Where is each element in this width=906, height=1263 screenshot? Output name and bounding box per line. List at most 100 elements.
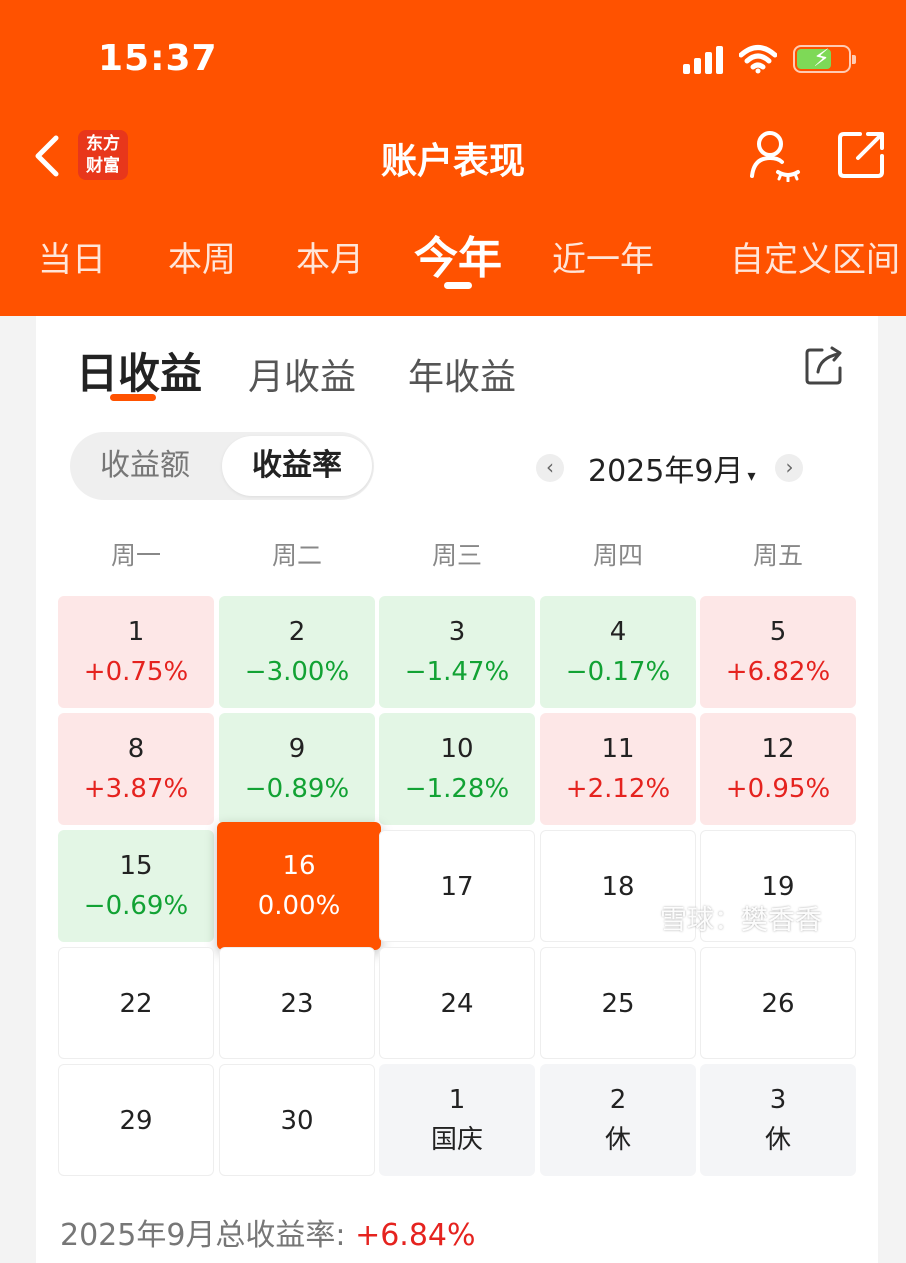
toggle-rate[interactable]: 收益率 bbox=[222, 436, 372, 496]
sub-tab-indicator bbox=[110, 394, 156, 401]
calendar-day[interactable]: 17 bbox=[379, 830, 535, 942]
day-return: −3.00% bbox=[244, 657, 350, 687]
day-number: 30 bbox=[280, 1106, 314, 1136]
weekday-header: 周一 周二 周三 周四 周五 bbox=[58, 536, 858, 576]
calendar-day[interactable]: 26 bbox=[700, 947, 856, 1059]
day-number: 11 bbox=[601, 734, 635, 764]
active-tab-indicator bbox=[444, 282, 472, 289]
day-number: 23 bbox=[280, 989, 314, 1019]
weekday-label: 周四 bbox=[592, 541, 643, 570]
day-return: 0.00% bbox=[257, 891, 341, 921]
tab-this-year[interactable]: 今年 bbox=[414, 233, 502, 284]
day-number: 25 bbox=[601, 989, 635, 1019]
month-dropdown[interactable]: 2025年9月 ▾ bbox=[588, 446, 755, 490]
total-label: 2025年9月总收益率: bbox=[60, 1218, 356, 1253]
tab-yearly-return[interactable]: 年收益 bbox=[408, 357, 517, 398]
day-return: −0.69% bbox=[83, 891, 189, 921]
tab-this-week[interactable]: 本周 bbox=[168, 240, 236, 280]
brand-logo: 东方 财富 bbox=[78, 130, 128, 180]
calendar-day[interactable]: 23 bbox=[219, 947, 375, 1059]
back-icon[interactable] bbox=[28, 132, 68, 180]
day-number: 2 bbox=[288, 617, 306, 647]
calendar-day[interactable]: 10 −1.28% bbox=[379, 713, 535, 825]
day-number: 2 bbox=[609, 1085, 627, 1115]
day-return: −0.89% bbox=[244, 774, 350, 804]
calendar-day[interactable]: 3 −1.47% bbox=[379, 596, 535, 708]
holiday-label: 休 bbox=[764, 1125, 791, 1155]
month-selector: ‹ 2025年9月 ▾ › bbox=[536, 446, 804, 490]
returns-card: 日收益 月收益 年收益 收益额 收益率 ‹ 2025年9月 ▾ › 周一 周二 周… bbox=[36, 316, 878, 1263]
calendar-day[interactable]: 11 +2.12% bbox=[540, 713, 696, 825]
share-icon[interactable] bbox=[836, 128, 888, 180]
weekday-label: 周五 bbox=[752, 541, 803, 570]
day-number: 19 bbox=[761, 872, 795, 902]
day-number: 22 bbox=[119, 989, 153, 1019]
day-return: −1.47% bbox=[404, 657, 510, 687]
calendar-day[interactable]: 12 +0.95% bbox=[700, 713, 856, 825]
day-return: +3.87% bbox=[83, 774, 189, 804]
user-icon[interactable] bbox=[748, 128, 802, 182]
battery-icon: ⚡ bbox=[793, 44, 856, 73]
wifi-icon bbox=[739, 45, 777, 74]
total-value: +6.84% bbox=[355, 1218, 476, 1253]
tab-custom-range[interactable]: 自定义区间 bbox=[730, 240, 900, 280]
tab-today[interactable]: 当日 bbox=[38, 240, 106, 280]
calendar-day[interactable]: 15 −0.69% bbox=[58, 830, 214, 942]
day-number: 17 bbox=[440, 872, 474, 902]
status-time: 15:37 bbox=[98, 38, 218, 79]
calendar-day[interactable]: 24 bbox=[379, 947, 535, 1059]
signal-icon bbox=[683, 44, 723, 74]
day-number: 10 bbox=[440, 734, 474, 764]
calendar-day[interactable]: 4 −0.17% bbox=[540, 596, 696, 708]
calendar-day[interactable]: 1 国庆 bbox=[379, 1064, 535, 1176]
amount-rate-toggle: 收益额 收益率 bbox=[70, 432, 374, 500]
day-number: 12 bbox=[761, 734, 795, 764]
calendar-day[interactable]: 18 bbox=[540, 830, 696, 942]
toggle-amount[interactable]: 收益额 bbox=[100, 448, 190, 483]
calendar-day[interactable]: 8 +3.87% bbox=[58, 713, 214, 825]
day-number: 4 bbox=[609, 617, 627, 647]
calendar-day[interactable]: 29 bbox=[58, 1064, 214, 1176]
day-number: 24 bbox=[440, 989, 474, 1019]
calendar-day[interactable]: 5 +6.82% bbox=[700, 596, 856, 708]
status-icons: ⚡ bbox=[683, 44, 856, 74]
calendar-day[interactable]: 1 +0.75% bbox=[58, 596, 214, 708]
tab-last-year[interactable]: 近一年 bbox=[552, 240, 654, 280]
day-return: +2.12% bbox=[565, 774, 671, 804]
monthly-total: 2025年9月总收益率: +6.84% bbox=[60, 1210, 476, 1254]
day-number: 29 bbox=[119, 1106, 153, 1136]
day-number: 1 bbox=[448, 1085, 466, 1115]
day-number: 18 bbox=[601, 872, 635, 902]
prev-month-button[interactable]: ‹ bbox=[536, 454, 564, 482]
tab-this-month[interactable]: 本月 bbox=[296, 240, 364, 280]
day-return: +0.95% bbox=[725, 774, 831, 804]
calendar-day[interactable]: 2 −3.00% bbox=[219, 596, 375, 708]
export-icon[interactable] bbox=[804, 344, 846, 386]
day-return: −0.17% bbox=[565, 657, 671, 687]
day-return: +0.75% bbox=[83, 657, 189, 687]
weekday-label: 周二 bbox=[271, 541, 322, 570]
calendar-day-selected[interactable]: 16 0.00% bbox=[217, 822, 381, 950]
day-number: 5 bbox=[769, 617, 787, 647]
calendar-day[interactable]: 25 bbox=[540, 947, 696, 1059]
day-return: +6.82% bbox=[725, 657, 831, 687]
weekday-label: 周三 bbox=[431, 541, 482, 570]
day-number: 8 bbox=[127, 734, 145, 764]
calendar-day[interactable]: 9 −0.89% bbox=[219, 713, 375, 825]
next-month-button[interactable]: › bbox=[775, 454, 804, 482]
calendar-day[interactable]: 19 bbox=[700, 830, 856, 942]
holiday-label: 国庆 bbox=[430, 1125, 483, 1155]
tab-monthly-return[interactable]: 月收益 bbox=[248, 357, 357, 398]
app-header: 15:37 ⚡ 东方 财富 账户表现 当日 本周 本月 今年 bbox=[0, 0, 906, 316]
day-number: 9 bbox=[288, 734, 306, 764]
weekday-label: 周一 bbox=[110, 541, 161, 570]
day-number: 1 bbox=[127, 617, 145, 647]
month-label: 2025年9月 bbox=[588, 454, 744, 489]
day-return: −1.28% bbox=[404, 774, 510, 804]
tab-daily-return[interactable]: 日收益 bbox=[76, 349, 203, 398]
calendar-day[interactable]: 22 bbox=[58, 947, 214, 1059]
period-tabs: 当日 本周 本月 今年 近一年 自定义区间 bbox=[0, 222, 906, 292]
calendar-day[interactable]: 30 bbox=[219, 1064, 375, 1176]
